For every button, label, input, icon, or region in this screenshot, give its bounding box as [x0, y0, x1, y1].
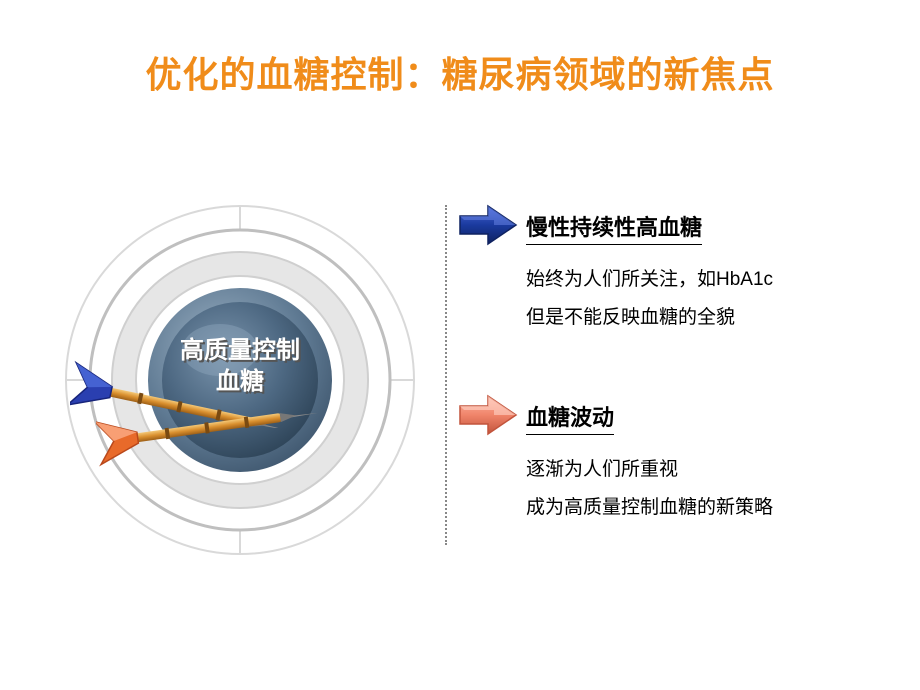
section-1-line-2: 但是不能反映血糖的全貌	[526, 299, 890, 337]
vertical-divider	[445, 205, 447, 545]
section-1-line-1: 始终为人们所关注，如HbA1c	[526, 261, 890, 299]
section-2-heading: 血糖波动	[526, 400, 614, 435]
section-2-line-1: 逐渐为人们所重视	[526, 451, 890, 489]
section-chronic-hyperglycemia: 慢性持续性高血糖 始终为人们所关注，如HbA1c 但是不能反映血糖的全貌	[460, 210, 890, 337]
section-1-body: 始终为人们所关注，如HbA1c 但是不能反映血糖的全貌	[526, 261, 890, 337]
section-2-body: 逐渐为人们所重视 成为高质量控制血糖的新策略	[526, 451, 890, 527]
section-1-heading: 慢性持续性高血糖	[526, 210, 702, 245]
slide-title: 优化的血糖控制：糖尿病领域的新焦点	[60, 46, 860, 98]
section-glucose-fluctuation: 血糖波动 逐渐为人们所重视 成为高质量控制血糖的新策略	[460, 400, 890, 527]
section-2-line-2: 成为高质量控制血糖的新策略	[526, 489, 890, 527]
arrow-icon-1	[454, 200, 524, 250]
dart-2	[96, 398, 326, 493]
arrow-icon-2	[454, 390, 524, 440]
